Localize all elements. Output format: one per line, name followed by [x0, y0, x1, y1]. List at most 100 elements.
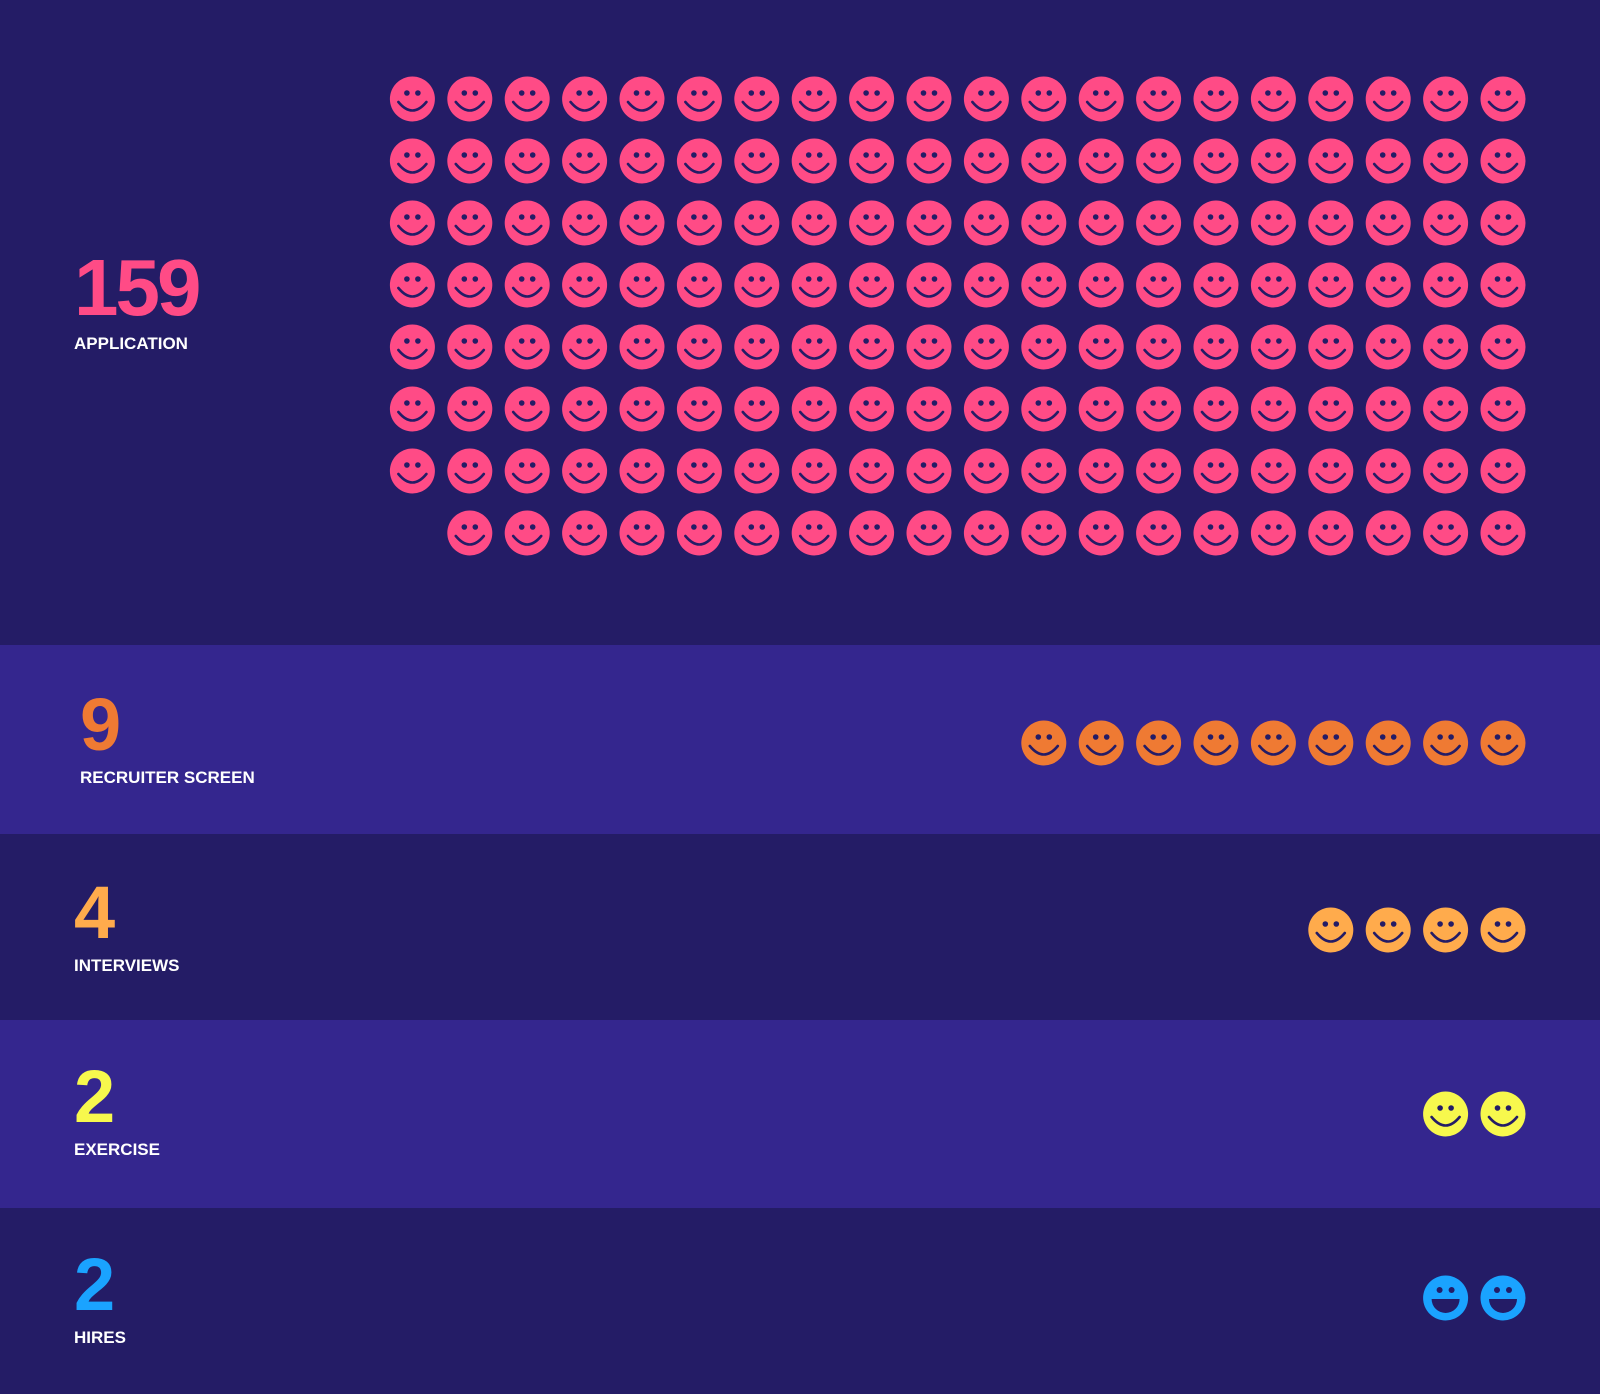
smiley-face-icon [1308, 262, 1354, 308]
smiley-face-icon [1193, 386, 1239, 432]
smiley-face-icon [504, 200, 550, 246]
smiley-face-icon [1250, 262, 1296, 308]
smiley-face-icon [1021, 76, 1067, 122]
smiley-face-icon [1136, 200, 1182, 246]
smiley-face-icon [1423, 138, 1469, 184]
smiley-face-icon [619, 262, 665, 308]
smiley-face-icon [791, 324, 837, 370]
smiley-face-icon [1078, 262, 1124, 308]
smiley-face-icon [1193, 200, 1239, 246]
stage-label-group: 9 RECRUITER SCREEN [80, 688, 255, 788]
smiley-face-icon [1078, 76, 1124, 122]
smiley-face-icon [1021, 386, 1067, 432]
stage-name: APPLICATION [74, 334, 188, 353]
smiley-face-icon [1480, 138, 1526, 184]
smiley-face-icon [562, 200, 608, 246]
grinning-face-icon [1423, 1275, 1469, 1321]
smiley-face-icon [1365, 262, 1411, 308]
smiley-face-icon [963, 262, 1009, 308]
smiley-face-icon [791, 200, 837, 246]
smiley-face-icon [1250, 448, 1296, 494]
smiley-face-icon [619, 138, 665, 184]
stage-name: RECRUITER SCREEN [80, 768, 255, 787]
smiley-face-icon [447, 138, 493, 184]
smiley-face-icon [1480, 262, 1526, 308]
smiley-face-icon [1078, 448, 1124, 494]
stage-name: INTERVIEWS [74, 956, 180, 975]
smiley-face-icon [849, 76, 895, 122]
smiley-face-icon [676, 262, 722, 308]
smiley-face-icon [1136, 510, 1182, 556]
smiley-face-icon [1078, 386, 1124, 432]
smiley-face-icon [963, 200, 1009, 246]
smiley-face-icon [619, 324, 665, 370]
smiley-face-icon [1250, 324, 1296, 370]
stage-name: EXERCISE [74, 1140, 160, 1159]
smiley-face-icon [447, 448, 493, 494]
smiley-face-icon [389, 138, 435, 184]
smiley-face-icon [1078, 324, 1124, 370]
smiley-face-icon [1078, 138, 1124, 184]
smiley-face-icon [562, 448, 608, 494]
smiley-face-icon [562, 262, 608, 308]
stage-label-group: 4 INTERVIEWS [74, 876, 179, 976]
smiley-face-icon [1250, 200, 1296, 246]
smiley-face-icon [1193, 324, 1239, 370]
smiley-face-icon [504, 76, 550, 122]
smiley-face-icon [734, 510, 780, 556]
smiley-face-icon [906, 138, 952, 184]
smiley-face-icon [1423, 510, 1469, 556]
smiley-face-icon [734, 386, 780, 432]
smiley-face-icon [504, 448, 550, 494]
smiley-face-icon [906, 324, 952, 370]
smiley-face-icon [619, 76, 665, 122]
smiley-face-icon [676, 76, 722, 122]
smiley-face-icon [1078, 200, 1124, 246]
smiley-face-icon [849, 448, 895, 494]
smiley-face-icon [1136, 262, 1182, 308]
smiley-face-icon [1365, 720, 1411, 766]
smiley-face-icon [1423, 448, 1469, 494]
smiley-face-icon [1021, 200, 1067, 246]
smiley-face-icon [791, 76, 837, 122]
smiley-face-icon [1250, 510, 1296, 556]
stage-value: 159 [74, 243, 201, 332]
smiley-face-icon [1308, 907, 1354, 953]
stage-label-group: 159 APPLICATION [74, 243, 201, 354]
smiley-face-icon [1021, 324, 1067, 370]
smiley-face-icon [906, 510, 952, 556]
smiley-face-icon [963, 510, 1009, 556]
smiley-face-icon [1250, 386, 1296, 432]
smiley-face-icon [1365, 386, 1411, 432]
smiley-face-icon [1021, 262, 1067, 308]
smiley-face-icon [619, 510, 665, 556]
smiley-face-icon [1136, 386, 1182, 432]
smiley-face-icon [1423, 200, 1469, 246]
smiley-face-icon [1021, 448, 1067, 494]
smiley-face-icon [1250, 138, 1296, 184]
smiley-face-icon [447, 324, 493, 370]
smiley-face-icon [676, 138, 722, 184]
smiley-face-icon [1423, 720, 1469, 766]
smiley-face-icon [389, 200, 435, 246]
smiley-face-icon [849, 386, 895, 432]
smiley-face-icon [562, 386, 608, 432]
smiley-face-icon [1365, 76, 1411, 122]
smiley-face-icon [849, 510, 895, 556]
smiley-face-icon [963, 448, 1009, 494]
smiley-face-icon [963, 386, 1009, 432]
smiley-face-icon [734, 262, 780, 308]
stage-band-hires: 2 HIRES [0, 1208, 1600, 1394]
smiley-face-icon [1193, 76, 1239, 122]
smiley-face-icon [619, 386, 665, 432]
smiley-face-icon [447, 262, 493, 308]
smiley-face-icon [1308, 76, 1354, 122]
smiley-face-icon [791, 138, 837, 184]
smiley-face-icon [504, 510, 550, 556]
smiley-face-icon [1365, 324, 1411, 370]
smiley-face-icon [1423, 907, 1469, 953]
smiley-face-icon [849, 200, 895, 246]
smiley-face-icon [906, 262, 952, 308]
smiley-face-icon [1308, 200, 1354, 246]
